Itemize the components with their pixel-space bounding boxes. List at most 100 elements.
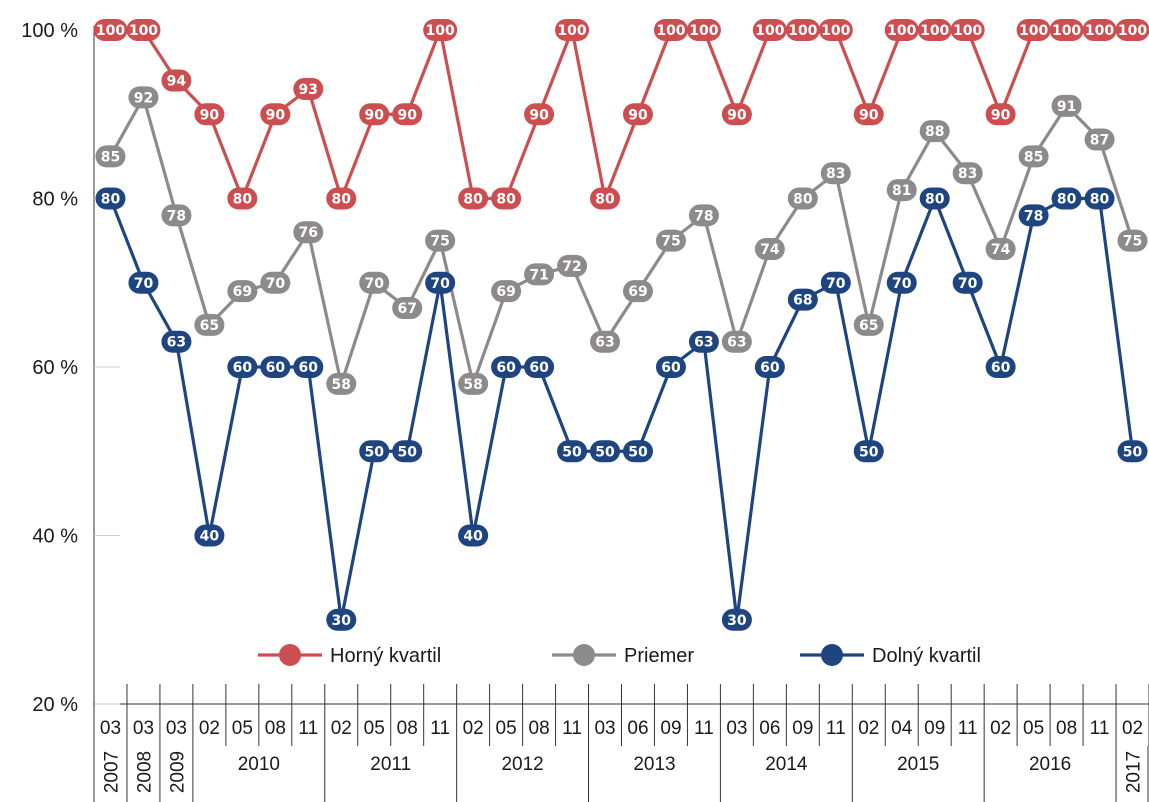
data-label: 40	[463, 529, 483, 545]
data-label: 85	[1024, 149, 1043, 165]
y-tick-label: 100 %	[21, 20, 78, 42]
year-label: 2011	[370, 754, 411, 775]
data-point	[128, 271, 159, 294]
data-point	[853, 440, 884, 463]
data-point	[260, 103, 291, 126]
data-label: 100	[1052, 23, 1081, 39]
data-point	[161, 204, 192, 227]
data-label: 90	[727, 107, 747, 123]
data-label: 83	[958, 166, 977, 182]
data-label: 30	[332, 613, 352, 629]
data-label: 70	[958, 276, 978, 292]
data-point	[326, 608, 357, 631]
year-label: 2007	[101, 751, 122, 793]
data-point	[919, 187, 950, 210]
x-tick-label: 06	[759, 718, 780, 739]
data-label: 67	[397, 301, 416, 317]
data-label: 70	[892, 276, 912, 292]
x-tick-label: 02	[990, 718, 1011, 739]
data-label: 91	[1057, 99, 1076, 115]
data-point	[458, 187, 489, 210]
data-label: 100	[755, 23, 784, 39]
data-label: 60	[661, 360, 681, 376]
data-point	[1084, 128, 1115, 151]
year-label: 2014	[765, 754, 808, 775]
data-label: 80	[233, 192, 253, 208]
data-point	[622, 440, 653, 463]
x-tick-label: 09	[792, 718, 813, 739]
data-label: 50	[397, 444, 417, 460]
data-label: 80	[1090, 192, 1110, 208]
data-label: 60	[991, 360, 1011, 376]
data-point	[653, 19, 688, 41]
data-point	[1018, 145, 1049, 168]
data-point	[491, 187, 522, 210]
data-point	[161, 69, 192, 92]
data-label: 63	[694, 335, 713, 351]
x-tick-label: 08	[1056, 718, 1077, 739]
x-tick-label: 05	[232, 718, 253, 739]
data-label: 63	[595, 335, 614, 351]
legend-swatch-marker	[573, 644, 595, 666]
data-label: 71	[529, 267, 548, 283]
data-point	[194, 103, 225, 126]
data-point	[1018, 204, 1049, 227]
data-point	[491, 356, 522, 378]
data-point	[686, 19, 721, 41]
y-tick-label: 80 %	[32, 189, 78, 211]
year-label: 2013	[633, 754, 675, 775]
data-label: 65	[859, 318, 878, 334]
data-label: 100	[1019, 23, 1048, 39]
data-label: 74	[991, 242, 1011, 258]
x-tick-label: 03	[166, 718, 187, 739]
data-point	[293, 356, 324, 378]
legend-swatch-marker	[821, 644, 843, 666]
data-point	[423, 19, 458, 41]
x-tick-label: 03	[594, 718, 615, 739]
data-label: 80	[496, 192, 516, 208]
data-point	[952, 271, 983, 294]
data-point	[524, 356, 555, 378]
data-point	[622, 103, 653, 126]
data-label: 70	[826, 276, 846, 292]
data-point	[326, 187, 357, 210]
y-tick-label: 20 %	[32, 694, 78, 716]
x-tick-label: 11	[958, 718, 978, 739]
data-point	[917, 19, 952, 41]
data-point	[1084, 187, 1115, 210]
data-label: 88	[925, 124, 944, 140]
data-point	[95, 145, 126, 168]
data-label: 90	[628, 107, 648, 123]
data-point	[853, 313, 884, 336]
data-point	[985, 356, 1016, 378]
data-point	[95, 187, 126, 210]
data-point	[622, 280, 653, 303]
data-label: 50	[628, 444, 648, 460]
legend: Horný kvartil Priemer Dolný kvartil	[258, 644, 981, 667]
x-tick-label: 04	[891, 718, 913, 739]
data-label: 100	[656, 23, 685, 39]
x-tick-label: 02	[463, 718, 484, 739]
data-point	[752, 19, 787, 41]
data-point	[754, 238, 785, 261]
data-point	[655, 356, 686, 378]
data-label: 69	[628, 284, 647, 300]
data-point	[326, 372, 357, 395]
x-tick-label: 02	[199, 718, 220, 739]
data-point	[359, 103, 390, 126]
data-label: 80	[463, 192, 483, 208]
data-label: 92	[134, 90, 153, 106]
x-tick-label: 03	[726, 718, 747, 739]
data-point	[359, 440, 390, 463]
data-point	[787, 288, 818, 311]
data-point	[1117, 229, 1148, 252]
y-tick-labels: 20 % 40 % 60 % 80 % 100 %	[21, 20, 78, 716]
data-label: 90	[397, 107, 417, 123]
x-tick-label: 05	[496, 718, 517, 739]
data-label: 78	[1024, 208, 1043, 224]
data-point	[590, 440, 621, 463]
data-label: 100	[1118, 23, 1147, 39]
data-label: 69	[233, 284, 252, 300]
data-label: 93	[299, 82, 318, 98]
data-point	[194, 524, 225, 547]
